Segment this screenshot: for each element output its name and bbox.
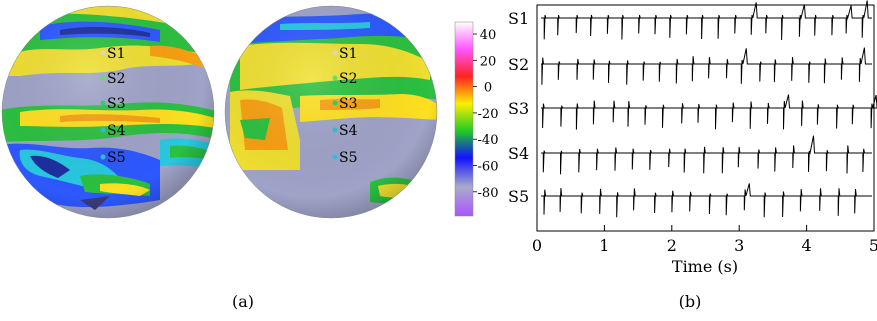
sphere-left — [2, 6, 214, 218]
sensor-marker — [100, 50, 106, 56]
series-label: S3 — [508, 99, 529, 118]
trace-line — [541, 135, 872, 175]
x-tick-label: 5 — [869, 236, 877, 255]
series-label: S2 — [508, 55, 529, 74]
sphere-right-outline — [224, 5, 438, 219]
sensor-labels-right: S1 S2 S3 S4 S5 — [332, 46, 358, 166]
sensor-label: S2 — [339, 71, 358, 87]
trace-line — [541, 94, 877, 130]
colorbar-tick-label: 40 — [480, 28, 497, 43]
series-label: S1 — [508, 9, 529, 28]
sensor-marker — [332, 127, 338, 133]
colorbar-tick-label: -60 — [478, 160, 499, 175]
x-axis-label: Time (s) — [672, 257, 738, 276]
series-labels: S1 S2 S3 S4 S5 — [508, 9, 529, 206]
sensor-marker — [332, 50, 338, 56]
colorbar-ticks: 40 20 0 -20 -40 -60 -80 — [473, 28, 498, 201]
sensor-label: S1 — [339, 46, 358, 62]
series-label: S5 — [508, 187, 529, 206]
x-axis-ticks: 0 1 2 3 4 5 — [532, 225, 877, 255]
sensor-marker — [100, 127, 106, 133]
sensor-label: S5 — [339, 150, 358, 166]
sensor-marker — [332, 100, 338, 106]
trace-series — [541, 0, 877, 218]
sensor-labels-left: S1 S2 S3 S4 S5 — [100, 46, 126, 166]
sensor-marker — [100, 75, 106, 81]
sensor-label: S4 — [339, 123, 358, 139]
trace-line — [541, 47, 872, 85]
x-tick-label: 1 — [599, 236, 609, 255]
sensor-label: S1 — [107, 46, 126, 62]
plot-frame — [536, 4, 875, 232]
colorbar-tick-label: -20 — [478, 107, 499, 122]
sensor-label: S2 — [107, 71, 126, 87]
sensor-label: S4 — [107, 123, 126, 139]
colorbar-tick-label: -40 — [478, 133, 499, 148]
x-tick-label: 3 — [734, 236, 744, 255]
sphere-left-outline — [1, 5, 215, 219]
sensor-marker — [332, 154, 338, 160]
caption-a: (a) — [232, 292, 254, 311]
x-tick-label: 4 — [802, 236, 812, 255]
x-tick-label: 0 — [532, 236, 542, 255]
colorbar-tick-label: 20 — [480, 54, 497, 69]
sensor-label: S3 — [107, 96, 126, 112]
trace-line — [541, 0, 872, 41]
sensor-marker — [332, 75, 338, 81]
trace-line — [541, 183, 872, 218]
colorbar — [454, 21, 474, 217]
colorbar-tick-label: -80 — [478, 186, 499, 201]
colorbar-tick-label: 0 — [484, 81, 492, 96]
series-label: S4 — [508, 144, 529, 163]
sensor-marker — [100, 100, 106, 106]
sensor-label: S3 — [339, 96, 358, 112]
caption-b: (b) — [679, 292, 702, 311]
sphere-right — [225, 6, 437, 218]
trace-plot: S1 S2 S3 S4 S5 0 1 2 3 4 5 Time (s) — [508, 0, 877, 276]
sensor-marker — [100, 154, 106, 160]
x-tick-label: 2 — [667, 236, 677, 255]
sensor-label: S5 — [107, 150, 126, 166]
